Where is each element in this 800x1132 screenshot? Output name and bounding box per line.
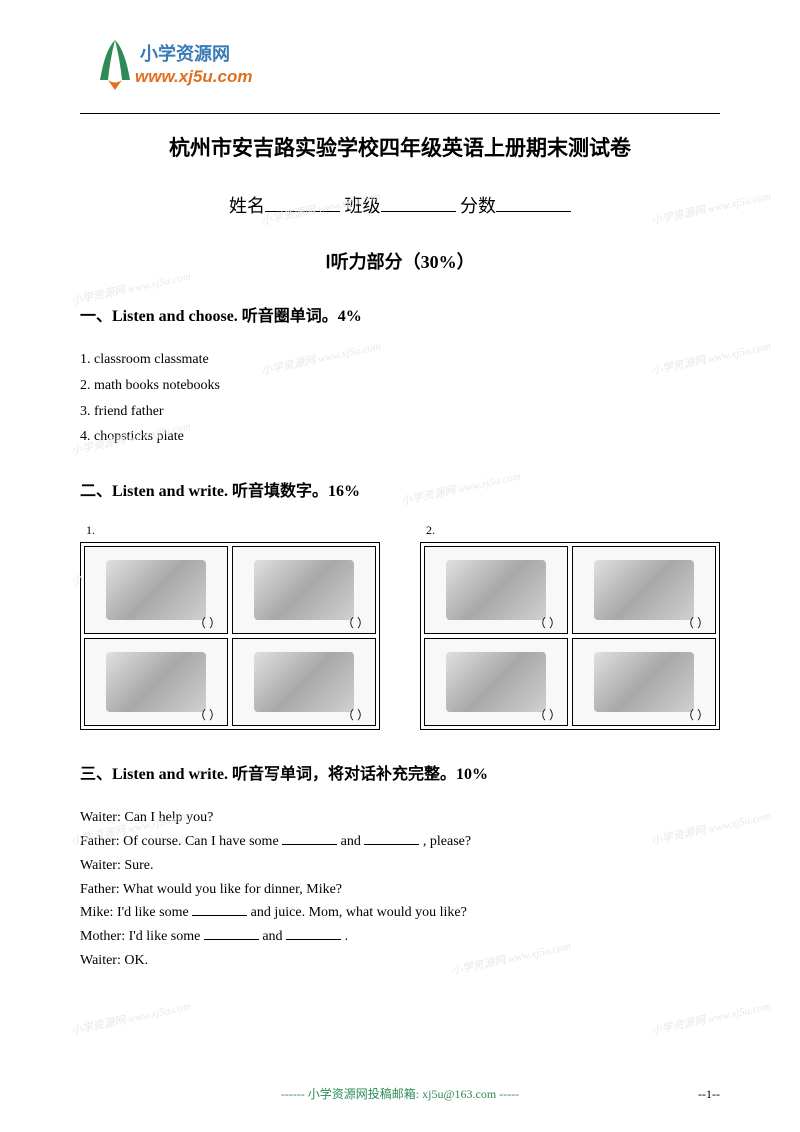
study-icon xyxy=(446,560,545,620)
q2-group-1: 1. （ ） （ ） （ ） （ ） xyxy=(80,523,380,730)
q1-item: 2. math books notebooks xyxy=(80,374,720,398)
image-cell: （ ） xyxy=(232,638,376,726)
sharpener-icon xyxy=(106,652,205,712)
paren[interactable]: （ ） xyxy=(194,614,221,631)
group1-label: 1. xyxy=(86,523,380,538)
q1-item: 1. classroom classmate xyxy=(80,348,720,372)
footer-text: ------ 小学资源网投稿邮箱: xj5u@163.com ----- xyxy=(0,1085,800,1102)
watermark-text: 小学资源网 www.xj5u.com xyxy=(70,998,192,1039)
ruler-icon xyxy=(106,560,205,620)
dialogue-line: Mike: I'd like some and juice. Mom, what… xyxy=(80,901,720,925)
book-icon xyxy=(254,560,353,620)
dialogue-line: Waiter: OK. xyxy=(80,949,720,973)
name-blank[interactable] xyxy=(265,196,340,212)
name-label: 姓名 xyxy=(229,196,265,216)
student-info-line: 姓名 班级 分数 xyxy=(80,192,720,218)
page-number: --1-- xyxy=(698,1087,720,1102)
q2-group-2: 2. （ ） （ ） （ ） （ ） xyxy=(420,523,720,730)
image-cell: （ ） xyxy=(424,546,568,634)
image-cell: （ ） xyxy=(424,638,568,726)
bag-icon xyxy=(254,652,353,712)
dialogue-line: Waiter: Sure. xyxy=(80,854,720,878)
fill-blank[interactable] xyxy=(192,904,247,916)
watermark-text: 小学资源网 www.xj5u.com xyxy=(650,998,772,1039)
paren[interactable]: （ ） xyxy=(534,706,561,723)
dialogue-line: Waiter: Can I help you? xyxy=(80,806,720,830)
q1-heading: 一、Listen and choose. 听音圈单词。4% xyxy=(80,302,720,326)
svg-text:www.xj5u.com: www.xj5u.com xyxy=(135,67,252,86)
fill-blank[interactable] xyxy=(282,833,337,845)
svg-text:小学资源网: 小学资源网 xyxy=(140,43,230,64)
q2-heading: 二、Listen and write. 听音填数字。16% xyxy=(80,477,720,501)
paren[interactable]: （ ） xyxy=(534,614,561,631)
image-cell: （ ） xyxy=(572,638,716,726)
image-grid-2: （ ） （ ） （ ） （ ） xyxy=(420,542,720,730)
fill-blank[interactable] xyxy=(364,833,419,845)
image-cell: （ ） xyxy=(572,546,716,634)
dialogue-line: Father: Of course. Can I have some and ,… xyxy=(80,830,720,854)
exam-title: 杭州市安吉路实验学校四年级英语上册期末测试卷 xyxy=(80,132,720,162)
dialogue-line: Father: What would you like for dinner, … xyxy=(80,878,720,902)
kitchen-icon xyxy=(594,560,693,620)
fill-blank[interactable] xyxy=(286,928,341,940)
class-blank[interactable] xyxy=(381,196,456,212)
group2-label: 2. xyxy=(426,523,720,538)
paren[interactable]: （ ） xyxy=(194,706,221,723)
q3-dialogue: Waiter: Can I help you?Father: Of course… xyxy=(80,806,720,973)
paren[interactable]: （ ） xyxy=(342,614,369,631)
paren[interactable]: （ ） xyxy=(342,706,369,723)
paren[interactable]: （ ） xyxy=(682,614,709,631)
q2-image-row: 1. （ ） （ ） （ ） （ ） 2. （ xyxy=(80,523,720,730)
image-cell: （ ） xyxy=(84,638,228,726)
fill-blank[interactable] xyxy=(204,928,259,940)
dialogue-line: Mother: I'd like some and . xyxy=(80,925,720,949)
paren[interactable]: （ ） xyxy=(682,706,709,723)
class-label: 班级 xyxy=(345,196,381,216)
q1-item: 3. friend father xyxy=(80,400,720,424)
image-grid-1: （ ） （ ） （ ） （ ） xyxy=(80,542,380,730)
livingroom-icon xyxy=(446,652,545,712)
logo-svg: 小学资源网 www.xj5u.com xyxy=(80,30,280,100)
q1-list: 1. classroom classmate 2. math books not… xyxy=(80,348,720,449)
score-label: 分数 xyxy=(460,196,496,216)
score-blank[interactable] xyxy=(496,196,571,212)
bedroom-icon xyxy=(594,652,693,712)
header-divider xyxy=(80,113,720,114)
image-cell: （ ） xyxy=(232,546,376,634)
listening-section-title: Ⅰ听力部分（30%） xyxy=(80,248,720,274)
logo: 小学资源网 www.xj5u.com xyxy=(80,30,720,105)
q3-heading: 三、Listen and write. 听音写单词，将对话补充完整。10% xyxy=(80,760,720,784)
image-cell: （ ） xyxy=(84,546,228,634)
q1-item: 4. chopsticks plate xyxy=(80,425,720,449)
